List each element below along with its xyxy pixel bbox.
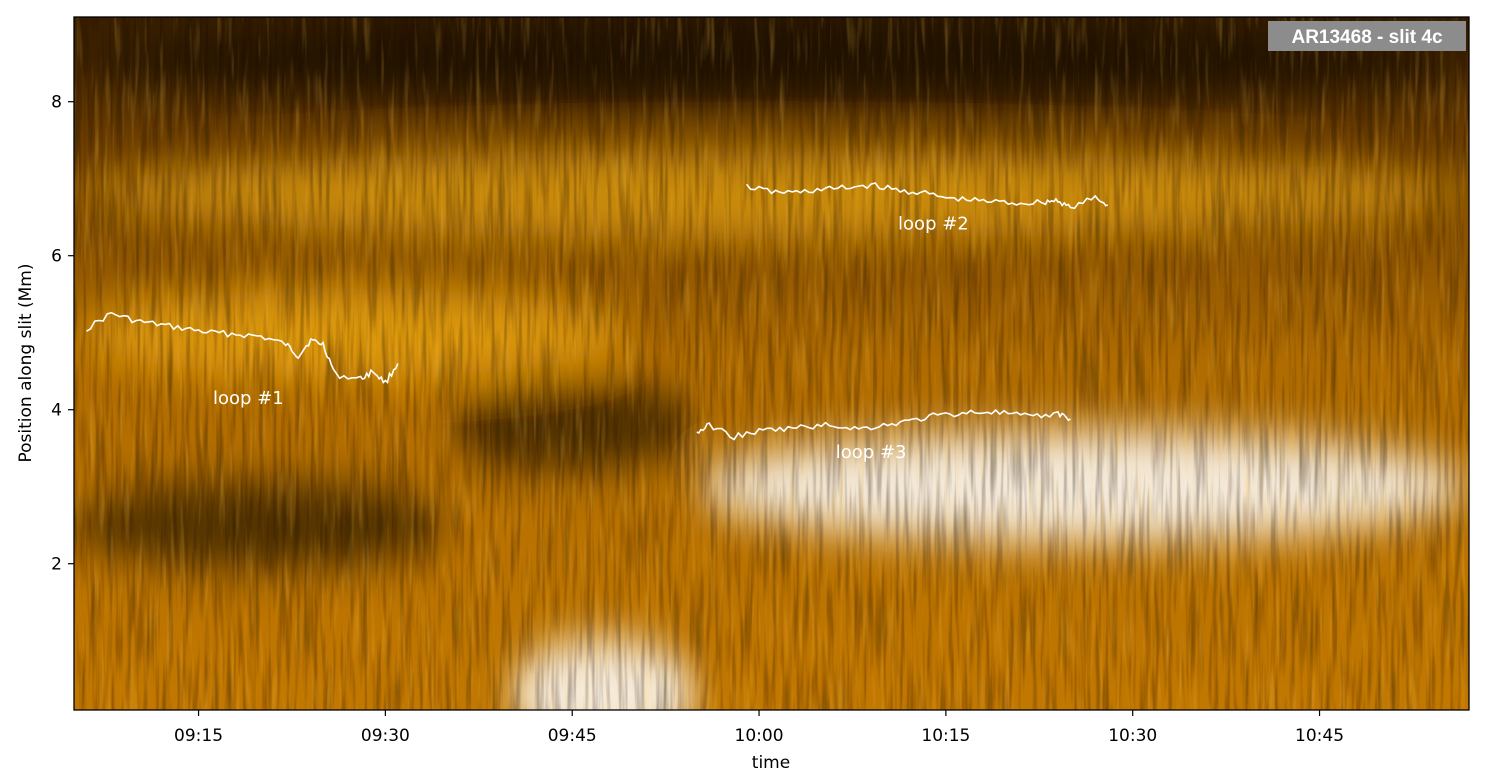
x-tick-label: 09:30 <box>361 726 410 746</box>
loop-trace-3 <box>696 409 1071 441</box>
y-tick-label: 6 <box>51 247 62 267</box>
loop-label-3: loop #3 <box>836 442 907 463</box>
loop-label-2: loop #2 <box>898 213 969 234</box>
chart-title: AR13468 - slit 4c <box>1291 27 1442 48</box>
y-axis: 2 4 6 8 <box>51 93 74 575</box>
y-tick-label: 2 <box>51 555 62 575</box>
loop-trace-2 <box>745 182 1109 210</box>
x-tick-label: 10:15 <box>921 726 970 746</box>
chart-title-box: AR13468 - slit 4c <box>1268 21 1466 51</box>
loop-traces: loop #1 loop #2 loop #3 <box>86 182 1109 463</box>
loop-trace-1 <box>86 311 399 385</box>
x-axis: 09:15 09:30 09:45 10:00 10:15 10:30 10:45 <box>174 710 1344 746</box>
heatmap-light-streaks <box>74 17 1469 710</box>
x-tick-label: 10:30 <box>1108 726 1157 746</box>
plot-area: loop #1 loop #2 loop #3 <box>74 17 1469 710</box>
loop-label-1: loop #1 <box>213 388 284 409</box>
x-axis-title: time <box>752 753 790 773</box>
x-tick-label: 10:45 <box>1295 726 1344 746</box>
y-axis-title: Position along slit (Mm) <box>16 264 36 463</box>
chart-title-background <box>1268 21 1466 51</box>
y-tick-label: 8 <box>51 93 62 113</box>
x-tick-label: 09:45 <box>548 726 597 746</box>
plot-frame <box>73 16 1470 711</box>
x-tick-label: 09:15 <box>174 726 223 746</box>
x-tick-label: 10:00 <box>735 726 784 746</box>
y-tick-label: 4 <box>51 401 62 421</box>
